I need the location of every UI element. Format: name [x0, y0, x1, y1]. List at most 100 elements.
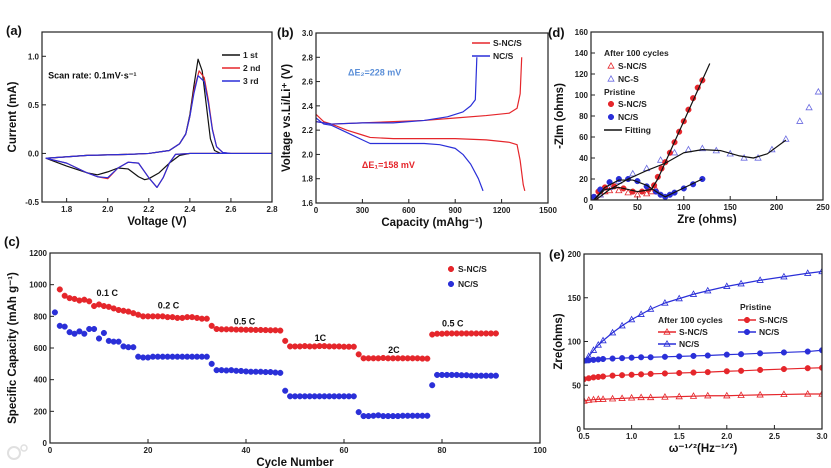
data-point	[661, 370, 668, 377]
data-point	[757, 366, 764, 373]
series-after-100-cycles-nc-s	[584, 267, 822, 364]
data-point	[130, 344, 137, 351]
data-point	[115, 338, 122, 345]
legend: 1 st 2 nd 3 rd	[222, 50, 260, 86]
x-tick-label: 2.4	[184, 205, 196, 214]
series-pristine-nc-s	[584, 347, 822, 364]
data-point	[805, 103, 813, 111]
y-tick-label: 60	[579, 133, 588, 142]
x-tick-label: 200	[770, 203, 784, 212]
legend-label: S-NC/S	[618, 99, 647, 109]
x-tick-label: 900	[449, 206, 463, 215]
data-point	[756, 276, 764, 283]
x-tick-label: 0	[48, 446, 53, 455]
data-point	[661, 353, 668, 360]
annotation: 1C	[315, 333, 327, 343]
data-point	[615, 186, 623, 194]
data-point	[740, 153, 748, 161]
watermark	[7, 444, 28, 460]
y-axis-label: Voltage vs.Li/Li⁺ (V)	[281, 64, 293, 172]
y-axis-label: Zre(ohms)	[553, 313, 565, 369]
legend-label: NC-S	[618, 74, 639, 84]
data-point	[585, 352, 593, 359]
data-point	[804, 389, 812, 397]
data-point	[782, 135, 790, 142]
x-axis-label: Capacity (mAhg⁻¹)	[381, 217, 482, 229]
x-tick-label: 100	[533, 446, 547, 455]
data-point	[355, 409, 362, 416]
data-point	[589, 395, 598, 403]
data-point	[804, 269, 812, 276]
data-point	[818, 267, 822, 275]
data-point	[804, 348, 811, 355]
data-point	[599, 373, 607, 380]
x-tick-label: 600	[402, 206, 416, 215]
data-point	[647, 370, 654, 377]
data-point	[675, 392, 683, 400]
data-point	[607, 61, 615, 69]
data-point	[492, 330, 499, 337]
x-tick-label: 20	[144, 446, 153, 455]
y-tick-label: 0.5	[28, 101, 40, 110]
data-point	[599, 355, 607, 363]
series-layer	[591, 63, 823, 200]
x-axis-label: ω⁻¹ᐟ²(Hz⁻¹ᐟ²)	[669, 443, 738, 455]
data-point	[814, 87, 823, 95]
data-point	[689, 392, 698, 399]
annotation: 0.5 C	[442, 319, 464, 329]
legend-label: S-NC/S	[679, 327, 708, 337]
y-tick-label: 2.6	[302, 78, 314, 87]
y-tick-label: 3.0	[302, 29, 314, 38]
panel-label: (b)	[277, 25, 294, 40]
data-point	[76, 328, 83, 335]
data-point	[424, 355, 431, 362]
data-point	[95, 335, 103, 342]
series-line	[593, 63, 711, 200]
data-point	[608, 394, 617, 402]
series-layer	[51, 286, 499, 420]
x-tick-label: 0	[314, 206, 319, 215]
data-point	[203, 315, 210, 322]
data-point	[608, 328, 617, 336]
data-point	[51, 309, 58, 316]
series-fitting-s-nc-s	[593, 63, 711, 200]
y-tick-label: 40	[579, 154, 588, 163]
plot-frame	[41, 31, 273, 203]
plot-frame	[583, 253, 823, 430]
data-point	[637, 310, 645, 317]
legend: After 100 cycles S-NC/S NC-S Pristine S-NC/S…	[604, 48, 669, 135]
legend-header: After 100 cycles	[658, 315, 723, 325]
data-point	[61, 323, 68, 330]
series-fitting-nc-s	[593, 178, 703, 200]
data-point	[607, 100, 615, 108]
data-point	[804, 365, 811, 372]
annotation: 0.5 C	[234, 316, 256, 326]
series-line	[584, 270, 822, 362]
x-tick-label: 2.2	[143, 205, 155, 214]
data-point	[756, 390, 764, 398]
annotation: ΔE₁=158 mV	[362, 160, 415, 170]
series-s-nc-s	[56, 286, 499, 362]
data-point	[738, 351, 745, 358]
data-point	[647, 354, 654, 361]
annotation: ΔE₂=228 mV	[348, 68, 401, 78]
data-point	[609, 355, 616, 362]
data-point	[743, 328, 751, 336]
data-point	[661, 393, 669, 400]
data-point	[618, 321, 626, 329]
data-point	[599, 336, 607, 344]
y-tick-label: 160	[575, 28, 589, 37]
x-tick-label: 2.6	[225, 205, 237, 214]
data-point	[424, 412, 431, 419]
data-point	[589, 346, 598, 353]
data-point	[663, 339, 671, 347]
series-line	[593, 178, 703, 200]
y-tick-label: 400	[34, 376, 48, 385]
data-point	[350, 393, 357, 400]
x-tick-label: 1500	[539, 206, 557, 215]
watermark-logo-dot	[20, 444, 28, 452]
data-point	[646, 393, 655, 401]
data-point	[637, 393, 645, 401]
data-point	[429, 382, 436, 389]
x-tick-label: 1.8	[61, 205, 73, 214]
